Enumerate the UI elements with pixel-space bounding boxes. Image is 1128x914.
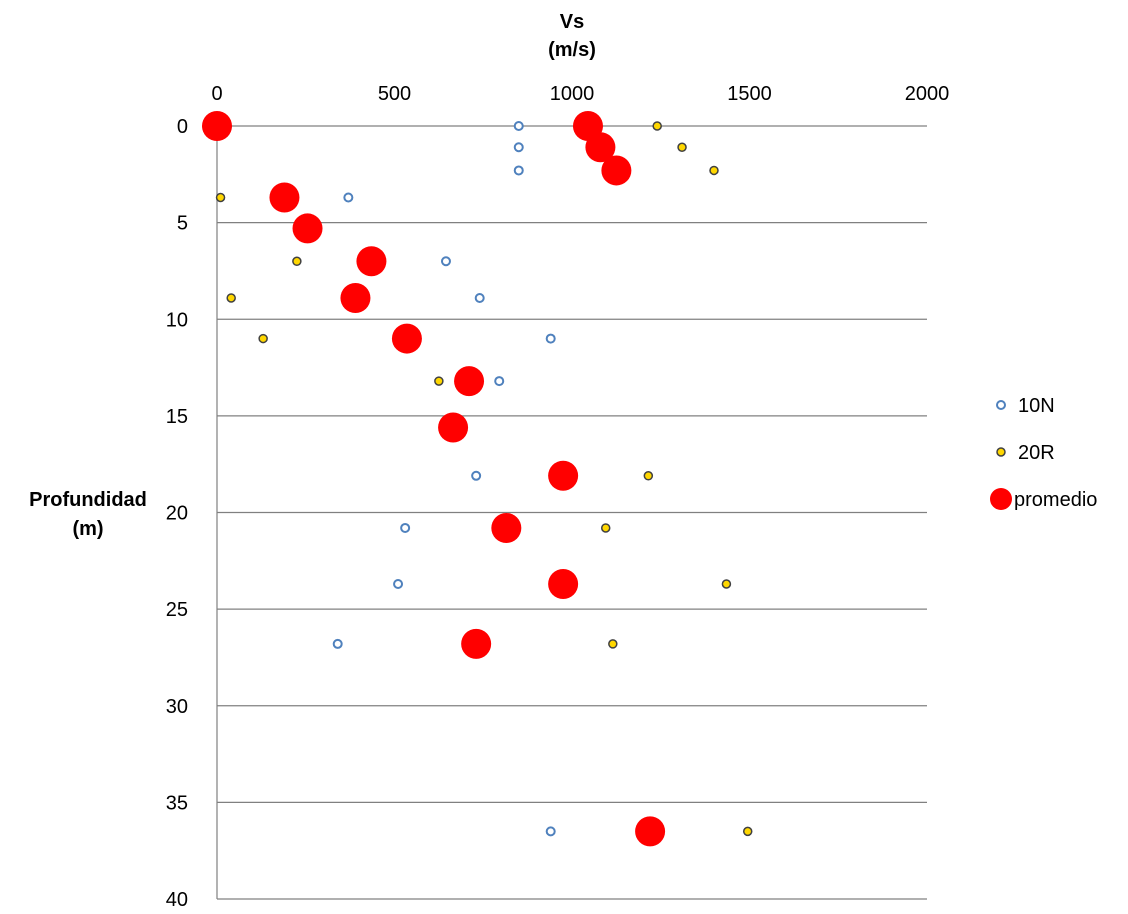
y-tick-label-35: 35: [166, 792, 188, 814]
y-tick-label-40: 40: [166, 889, 188, 911]
x-tick-label-1500: 1500: [727, 83, 772, 105]
y-tick-label-5: 5: [177, 213, 188, 235]
x-tick-label-1000: 1000: [550, 83, 595, 105]
point-20R-12: [742, 826, 753, 837]
point-promedio-8: [391, 323, 422, 354]
y-axis-title-line-2: (m): [72, 518, 103, 540]
point-20R-4: [292, 256, 302, 267]
point-promedio-9: [454, 366, 485, 397]
point-promedio-2: [585, 132, 616, 163]
axes: [216, 125, 927, 899]
x-tick-label-500: 500: [378, 83, 411, 105]
point-10N-6: [545, 333, 556, 344]
point-promedio-7: [340, 282, 371, 313]
legend-label-20R: 20R: [1018, 442, 1055, 464]
point-20R-11: [608, 639, 618, 649]
series-10N: [332, 121, 556, 837]
series-20R: [215, 121, 753, 837]
point-10N-5: [474, 292, 485, 303]
x-axis-title-line-1: Vs: [560, 11, 584, 33]
legend-marker-10N: [996, 400, 1006, 410]
legend-item-promedio: promedio: [990, 488, 1097, 511]
y-tick-label-20: 20: [166, 503, 188, 525]
legend: 10N 20R promedio: [990, 395, 1097, 511]
point-20R-1: [677, 142, 687, 153]
legend-item-20R: 20R: [996, 442, 1055, 464]
legend-marker-20R: [996, 447, 1006, 457]
x-axis-title-line-2: (m/s): [548, 39, 596, 61]
legend-marker-promedio: [990, 488, 1012, 510]
point-promedio-10: [438, 412, 469, 443]
point-20R-10: [721, 579, 732, 589]
x-tick-label-2000: 2000: [905, 83, 950, 105]
point-promedio-6: [356, 246, 387, 277]
point-10N-9: [400, 522, 411, 533]
point-10N-4: [440, 256, 451, 267]
point-20R-7: [434, 376, 444, 386]
legend-label-promedio: promedio: [1014, 489, 1097, 511]
point-promedio-3: [601, 155, 632, 186]
point-20R-2: [709, 165, 719, 176]
point-10N-12: [545, 826, 556, 837]
point-20R-5: [226, 293, 236, 303]
point-10N-3: [343, 192, 354, 203]
y-tick-labels: 0 5 10 15 20 25 30 35 40: [166, 116, 188, 911]
series-promedio: [202, 111, 666, 847]
y-tick-label-10: 10: [166, 309, 188, 331]
point-promedio-0: [202, 111, 232, 141]
point-10N-1: [513, 142, 524, 153]
y-axis-title-line-1: Profundidad: [29, 489, 147, 511]
point-20R-6: [258, 333, 268, 344]
data-points: [202, 111, 753, 847]
legend-item-10N: 10N: [996, 395, 1055, 417]
point-promedio-4: [269, 182, 300, 213]
point-10N-11: [332, 638, 343, 649]
point-10N-10: [393, 579, 404, 590]
point-20R-9: [600, 523, 611, 533]
y-tick-label-0: 0: [177, 116, 188, 138]
point-20R-8: [643, 471, 654, 481]
point-promedio-15: [635, 816, 666, 847]
point-promedio-12: [491, 512, 522, 543]
point-10N-7: [494, 376, 505, 387]
gridlines: [217, 222, 927, 900]
y-tick-label-25: 25: [166, 599, 188, 621]
point-10N-2: [513, 165, 524, 176]
x-tick-labels: 0 500 1000 1500 2000: [211, 83, 949, 105]
point-10N-8: [471, 470, 482, 481]
point-promedio-14: [461, 628, 492, 659]
point-promedio-13: [548, 569, 579, 600]
point-10N-0: [513, 121, 524, 131]
x-tick-label-0: 0: [211, 83, 222, 105]
point-promedio-11: [548, 460, 579, 491]
y-tick-label-30: 30: [166, 696, 188, 718]
point-20R-3: [215, 192, 226, 203]
point-promedio-5: [292, 213, 323, 244]
x-axis-title: Vs (m/s): [548, 11, 596, 61]
y-axis-title: Profundidad (m): [29, 489, 147, 540]
point-20R-0: [652, 121, 662, 131]
legend-label-10N: 10N: [1018, 395, 1055, 417]
y-tick-label-15: 15: [166, 406, 188, 428]
